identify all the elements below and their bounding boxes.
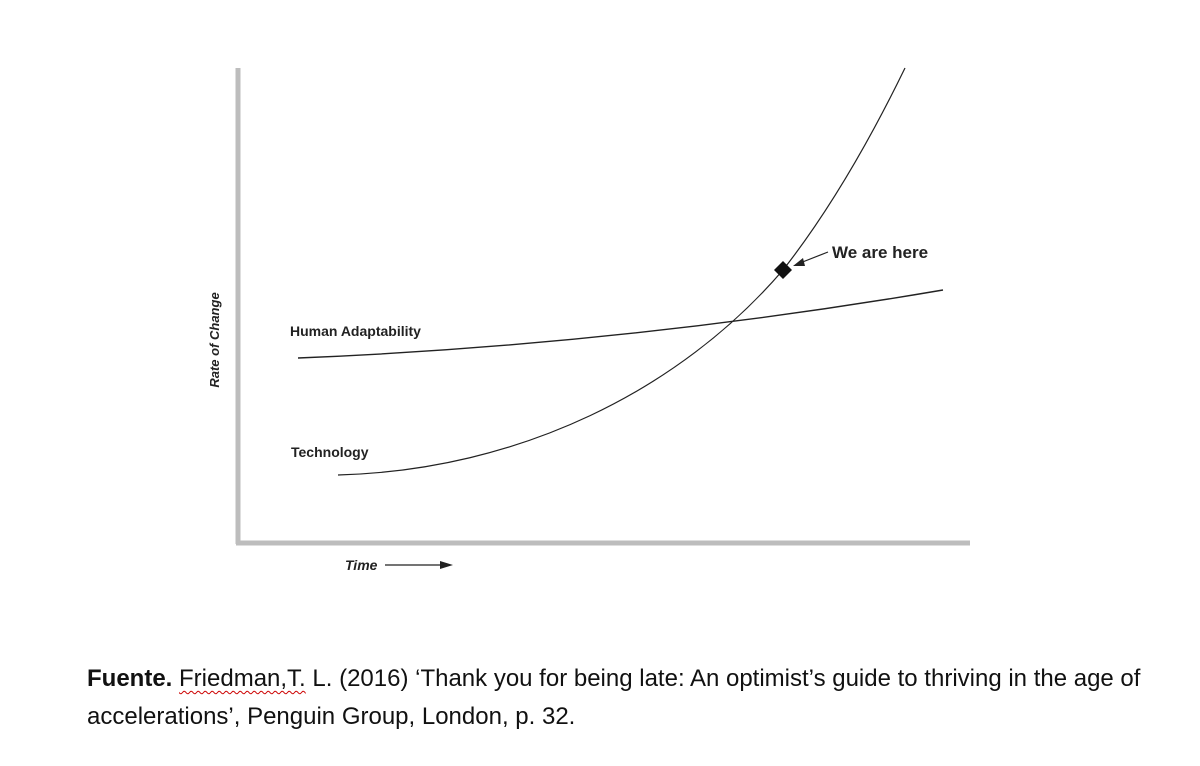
caption: Fuente. Friedman,T. L. (2016) ‘Thank you…: [87, 660, 1147, 736]
caption-text: L. (2016) ‘Thank you for being late: An …: [87, 665, 1141, 730]
caption-author: Friedman,T.: [179, 665, 306, 692]
diagram: Rate of Change Time Human Adaptability T…: [207, 67, 970, 573]
annotation-arrow: [799, 251, 829, 264]
curve-label: Human Adaptability: [290, 323, 421, 339]
time-arrowhead: [440, 561, 453, 569]
y-axis-label: Rate of Change: [207, 292, 222, 387]
technology-curve: [337, 67, 906, 476]
annotation: We are here: [832, 243, 928, 262]
marker: [774, 261, 792, 279]
caption-label: Fuente.: [87, 665, 173, 692]
x-axis-label: Time: [345, 557, 378, 573]
annotation-arrowhead: [793, 258, 805, 266]
curve-label: Technology: [291, 444, 369, 460]
human-curve: [297, 289, 944, 359]
